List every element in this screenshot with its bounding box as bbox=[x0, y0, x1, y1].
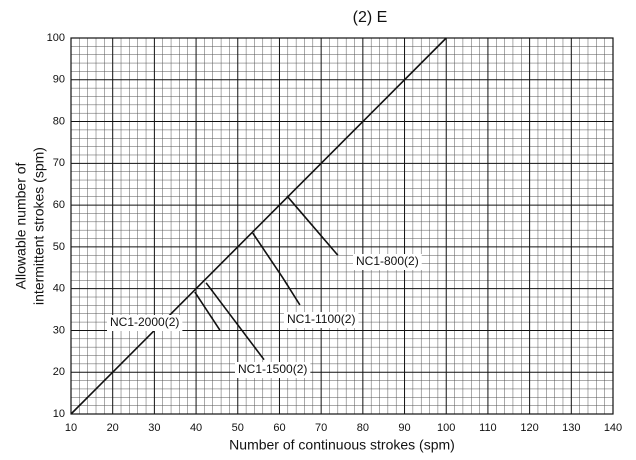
series-line bbox=[252, 232, 301, 306]
y-tick-label: 60 bbox=[53, 199, 65, 211]
series-label: NC1-1100(2) bbox=[287, 312, 355, 326]
x-tick-label: 100 bbox=[437, 422, 455, 434]
y-tick-label: 20 bbox=[53, 366, 65, 378]
x-tick-label: 80 bbox=[357, 422, 369, 434]
y-tick-label: 30 bbox=[53, 324, 65, 336]
chart-title: (2) E bbox=[353, 9, 388, 26]
series-line bbox=[194, 291, 221, 331]
x-tick-label: 50 bbox=[232, 422, 244, 434]
x-tick-label: 20 bbox=[107, 422, 119, 434]
x-tick-label: 130 bbox=[562, 422, 580, 434]
y-axis-label: Allowable number of bbox=[13, 162, 29, 289]
series-line bbox=[205, 282, 265, 361]
x-tick-label: 60 bbox=[273, 422, 285, 434]
y-axis-label: intermittent strokes (spm) bbox=[31, 147, 47, 305]
label-background bbox=[353, 254, 422, 270]
y-tick-label: 100 bbox=[47, 32, 65, 44]
y-tick-label: 70 bbox=[53, 157, 65, 169]
label-background bbox=[284, 312, 359, 328]
x-tick-label: 30 bbox=[148, 422, 160, 434]
y-tick-label: 10 bbox=[53, 408, 65, 420]
series-label: NC1-2000(2) bbox=[110, 315, 179, 329]
series-label: NC1-1500(2) bbox=[238, 362, 307, 376]
x-tick-label: 110 bbox=[479, 422, 497, 434]
x-tick-label: 120 bbox=[520, 422, 538, 434]
plot-border bbox=[70, 37, 614, 415]
x-tick-label: 10 bbox=[65, 422, 77, 434]
x-tick-label: 70 bbox=[315, 422, 327, 434]
x-tick-label: 140 bbox=[604, 422, 622, 434]
x-tick-label: 90 bbox=[398, 422, 410, 434]
y-tick-label: 40 bbox=[53, 283, 65, 295]
x-axis-label: Number of continuous strokes (spm) bbox=[229, 437, 455, 453]
x-tick-label: 40 bbox=[190, 422, 202, 434]
y-tick-label: 90 bbox=[53, 74, 65, 86]
y-tick-label: 80 bbox=[53, 115, 65, 127]
series-label: NC1-800(2) bbox=[356, 254, 419, 268]
series-line bbox=[70, 37, 447, 415]
series-line bbox=[286, 195, 339, 256]
label-background bbox=[235, 362, 311, 378]
label-background bbox=[107, 315, 183, 331]
y-tick-label: 50 bbox=[53, 241, 65, 253]
